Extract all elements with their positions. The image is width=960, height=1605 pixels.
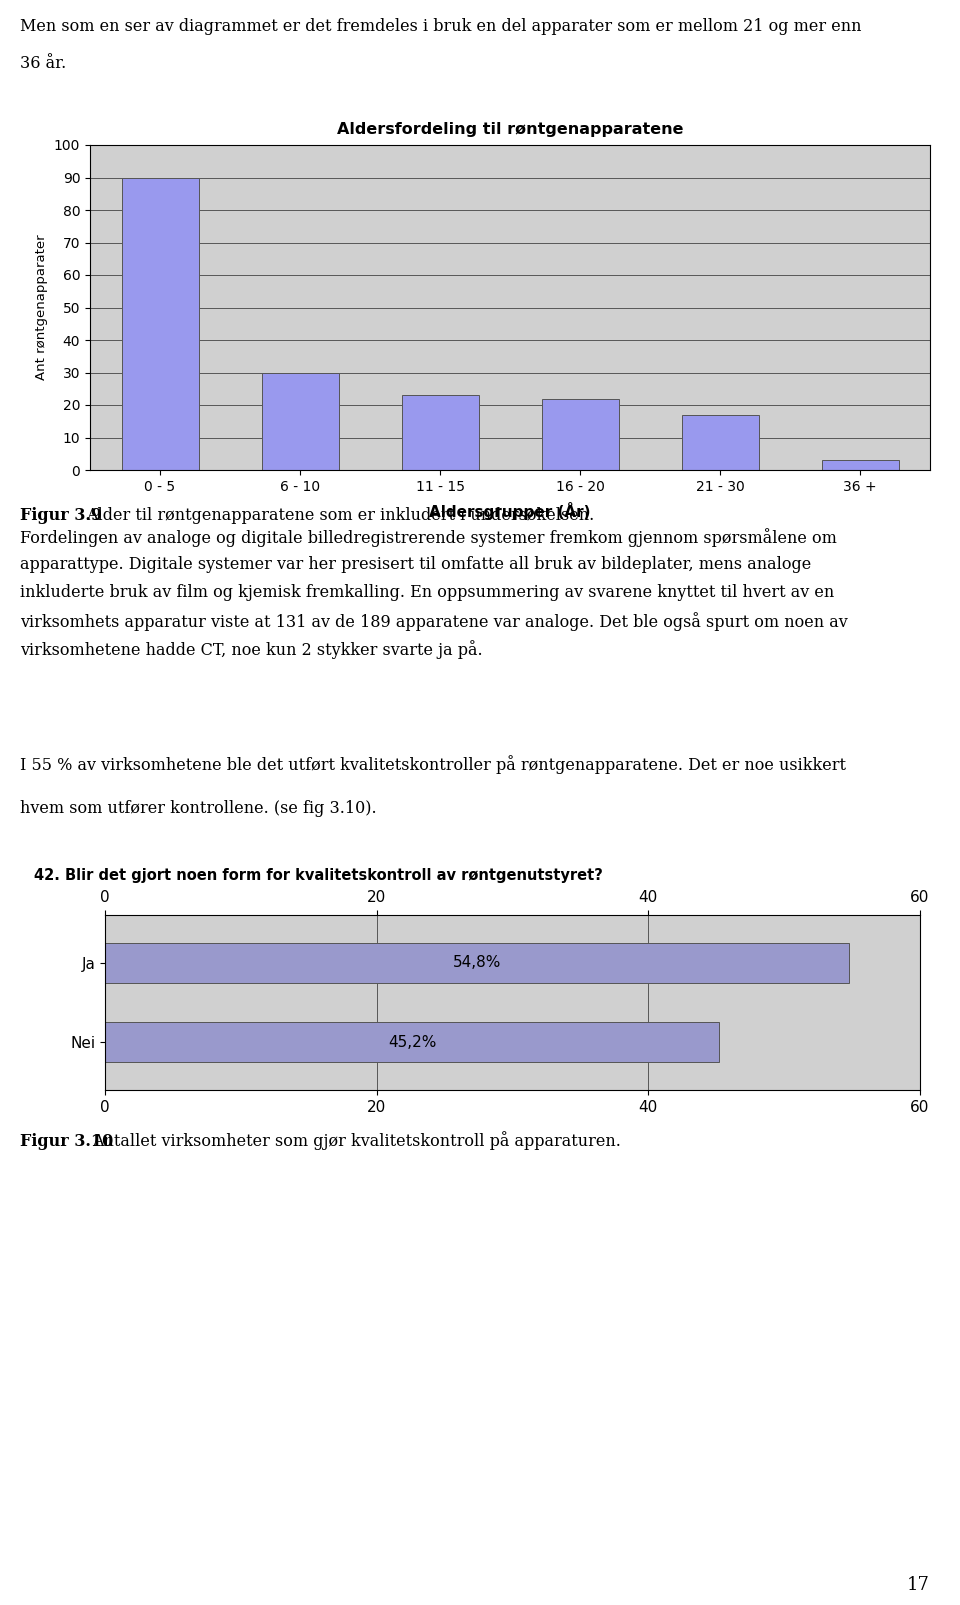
Text: hvem som utfører kontrollene. (se fig 3.10).: hvem som utfører kontrollene. (se fig 3.… [20, 799, 376, 817]
Text: 42. Blir det gjort noen form for kvalitetskontroll av røntgenutstyret?: 42. Blir det gjort noen form for kvalite… [35, 868, 603, 883]
Text: 36 år.: 36 år. [20, 56, 66, 72]
Text: Fordelingen av analoge og digitale billedregistrerende systemer fremkom gjennom : Fordelingen av analoge og digitale bille… [20, 528, 837, 547]
Y-axis label: Ant røntgenapparater: Ant røntgenapparater [36, 234, 48, 380]
Text: 54,8%: 54,8% [453, 955, 501, 971]
Text: Alder til røntgenapparatene som er inkludert i undersøkelsen.: Alder til røntgenapparatene som er inklu… [86, 507, 594, 525]
Title: Aldersfordeling til røntgenapparatene: Aldersfordeling til røntgenapparatene [337, 122, 684, 136]
Text: inkluderte bruk av film og kjemisk fremkalling. En oppsummering av svarene knytt: inkluderte bruk av film og kjemisk fremk… [20, 584, 834, 600]
Bar [105, 942, 850, 982]
Text: Antallet virksomheter som gjør kvalitetskontroll på apparaturen.: Antallet virksomheter som gjør kvalitets… [92, 1132, 620, 1151]
Bar [822, 461, 899, 470]
Text: 17: 17 [906, 1576, 929, 1594]
Text: virksomhets apparatur viste at 131 av de 189 apparatene var analoge. Det ble ogs: virksomhets apparatur viste at 131 av de… [20, 612, 848, 631]
Bar [122, 178, 199, 470]
Bar [105, 1022, 719, 1063]
Text: 45,2%: 45,2% [388, 1035, 436, 1050]
X-axis label: Aldersgrupper (År): Aldersgrupper (År) [429, 502, 590, 520]
Bar [541, 398, 618, 470]
Text: apparattype. Digitale systemer var her presisert til omfatte all bruk av bildepl: apparattype. Digitale systemer var her p… [20, 555, 811, 573]
Text: Figur 3.9: Figur 3.9 [20, 507, 102, 525]
Text: Men som en ser av diagrammet er det fremdeles i bruk en del apparater som er mel: Men som en ser av diagrammet er det frem… [20, 18, 861, 35]
Bar [261, 372, 339, 470]
Bar [682, 414, 758, 470]
Text: I 55 % av virksomhetene ble det utført kvalitetskontroller på røntgenapparatene.: I 55 % av virksomhetene ble det utført k… [20, 754, 846, 774]
Text: Figur 3.10: Figur 3.10 [20, 1133, 113, 1149]
Text: virksomhetene hadde CT, noe kun 2 stykker svarte ja på.: virksomhetene hadde CT, noe kun 2 stykke… [20, 640, 483, 660]
Bar [401, 395, 478, 470]
